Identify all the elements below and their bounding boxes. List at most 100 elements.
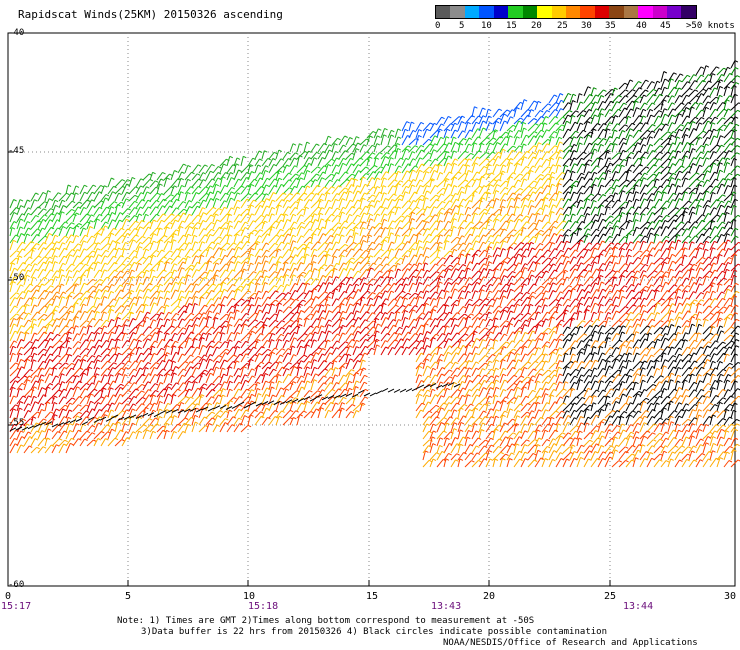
wind-barb-feather — [587, 134, 592, 137]
wind-barb-icon — [702, 179, 708, 188]
wind-barb-icon — [506, 135, 511, 146]
wind-barb-feather — [567, 102, 572, 105]
wind-barb-icon — [639, 94, 645, 104]
wind-barb-feather — [533, 180, 538, 183]
wind-barb-icon — [660, 95, 667, 104]
wind-barb-icon — [695, 74, 702, 83]
wind-barb-icon — [583, 152, 592, 160]
wind-barb-feather — [550, 157, 555, 161]
wind-barb-icon — [611, 123, 618, 132]
wind-barb-icon — [121, 179, 128, 188]
wind-barb-feather — [439, 163, 443, 167]
wind-barb-icon — [667, 108, 674, 118]
wind-barb-feather — [560, 99, 565, 103]
wind-barb-icon — [723, 86, 728, 97]
wind-barb-icon — [695, 93, 702, 104]
wind-barb-feather — [429, 122, 434, 125]
wind-barb-feather — [322, 171, 327, 174]
wind-barb-feather — [621, 164, 625, 168]
wind-barb-icon — [709, 87, 715, 97]
wind-barb-icon — [590, 172, 595, 181]
legend-swatch-9 — [565, 6, 581, 18]
wind-barb-feather — [328, 144, 333, 147]
wind-barb-feather — [638, 81, 642, 84]
wind-barb-feather — [681, 165, 685, 168]
wind-barb-feather — [555, 102, 560, 105]
wind-barb-icon — [688, 172, 697, 181]
wind-barb-icon — [457, 143, 461, 153]
wind-barb-icon — [436, 164, 440, 174]
wind-barb-feather — [713, 151, 717, 154]
wind-barb-icon — [625, 152, 632, 160]
wind-barb-icon — [268, 178, 275, 188]
wind-barb-icon — [548, 151, 557, 160]
wind-barb-feather — [547, 173, 551, 176]
wind-barb-feather — [609, 162, 614, 166]
legend-label-40: 40 — [636, 21, 647, 31]
wind-barb-feather — [700, 145, 705, 148]
wind-barb-feather — [664, 78, 669, 82]
wind-barb-icon — [415, 122, 422, 132]
wind-barb-icon — [485, 172, 492, 181]
wind-barb-icon — [513, 120, 520, 132]
wind-barb-icon — [212, 177, 219, 188]
wind-barb-icon — [457, 130, 463, 139]
wind-barb-feather — [587, 86, 592, 89]
wind-barb-feather — [249, 164, 254, 167]
wind-barb-feather — [569, 110, 573, 113]
wind-barb-icon — [198, 164, 206, 174]
wind-barb-feather — [628, 156, 632, 159]
wind-barb-icon — [520, 156, 525, 167]
wind-barb-icon — [310, 151, 317, 160]
wind-barb-icon — [702, 80, 710, 90]
wind-barb-feather — [447, 155, 452, 158]
wind-barb-icon — [331, 172, 337, 181]
wind-barb-feather — [672, 156, 676, 159]
wind-barb-icon — [331, 137, 338, 146]
wind-barb-feather — [434, 158, 439, 161]
wind-barb-feather — [498, 108, 503, 112]
wind-barb-feather — [412, 169, 416, 173]
wind-barb-icon — [310, 166, 318, 174]
wind-barb-feather — [453, 150, 457, 153]
wind-barb-icon — [485, 179, 495, 188]
wind-barb-feather — [425, 171, 430, 174]
wind-barb-feather — [433, 169, 438, 173]
wind-barb-feather — [714, 116, 719, 120]
wind-barb-feather — [509, 135, 513, 138]
wind-barb-icon — [478, 107, 483, 118]
wind-barb-feather — [722, 117, 726, 120]
wind-barb-icon — [730, 85, 735, 97]
wind-barb-feather — [671, 134, 675, 138]
wind-barb-icon — [534, 149, 540, 160]
wind-barb-feather — [483, 165, 488, 169]
wind-barb-feather — [502, 148, 506, 152]
wind-barb-icon — [471, 150, 480, 160]
wind-barb-icon — [590, 157, 598, 167]
wind-barb-icon — [562, 145, 571, 153]
wind-barb-feather — [632, 179, 637, 182]
wind-barb-feather — [630, 151, 635, 155]
wind-barb-feather — [431, 178, 436, 181]
wind-barb-icon — [716, 178, 724, 188]
wind-barb-feather — [539, 135, 544, 138]
wind-barb-feather — [663, 71, 668, 74]
wind-barb-icon — [450, 163, 455, 174]
wind-barb-icon — [555, 156, 560, 167]
wind-barb-feather — [357, 142, 361, 145]
wind-barb-icon — [324, 149, 330, 160]
wind-barb-icon — [541, 122, 545, 132]
wind-barb-feather — [686, 115, 691, 118]
wind-barb-feather — [638, 157, 642, 161]
legend-label-30: 30 — [581, 21, 592, 31]
wind-barb-feather — [729, 121, 734, 125]
wind-barb-feather — [546, 143, 551, 146]
wind-barb-icon — [506, 150, 513, 160]
wind-barb-feather — [383, 134, 387, 137]
wind-barb-icon — [513, 101, 521, 111]
wind-barb-feather — [485, 173, 490, 176]
wind-barb-icon — [226, 177, 232, 188]
wind-barb-icon — [702, 107, 707, 118]
wind-barb-icon — [541, 178, 549, 188]
wind-barb-feather — [533, 135, 538, 138]
